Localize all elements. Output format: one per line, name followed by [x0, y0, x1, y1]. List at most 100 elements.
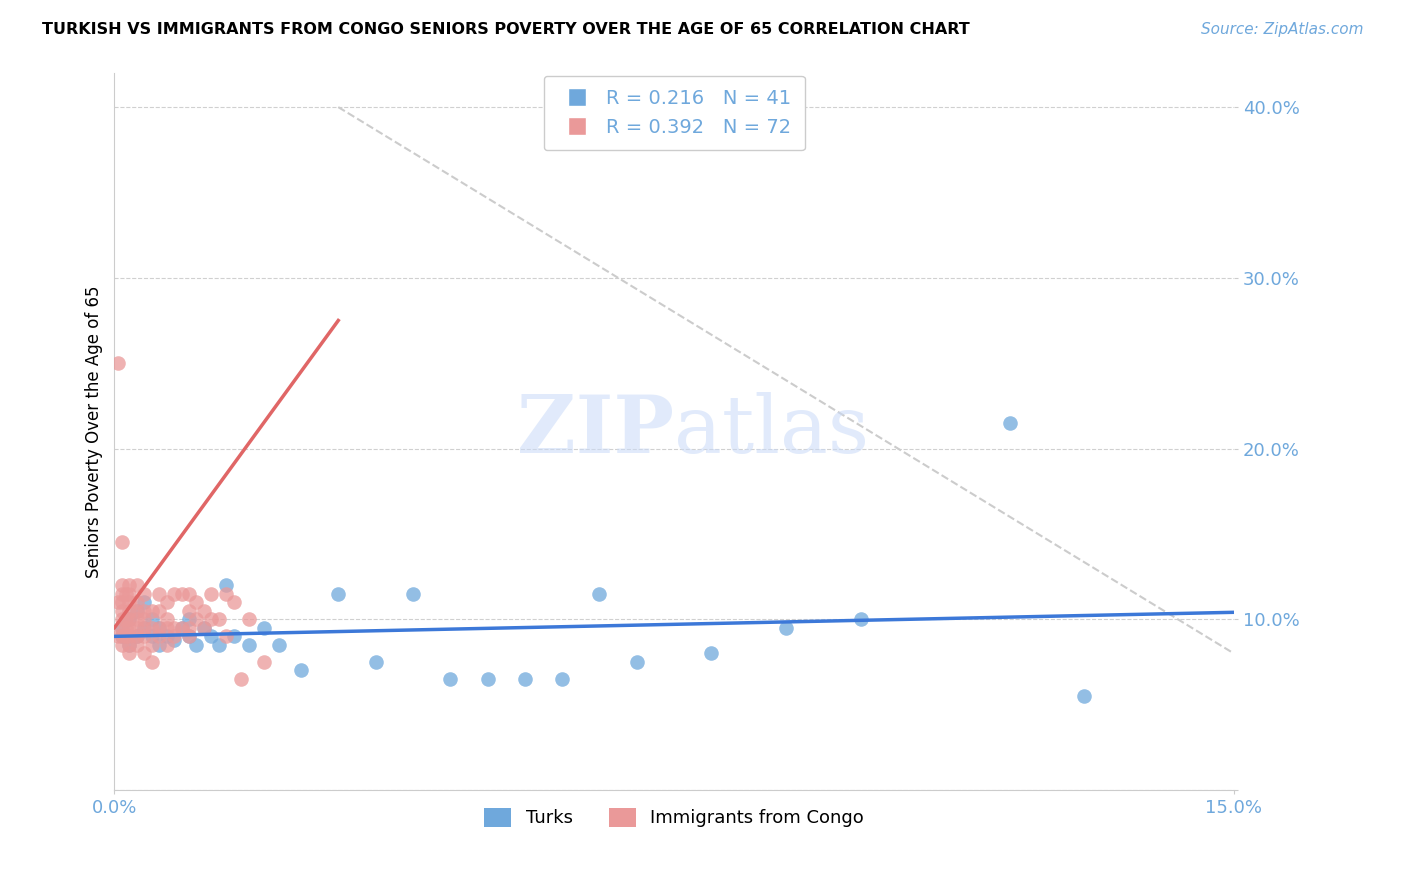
Point: [193, 604, 215, 618]
Point: [125, 629, 148, 643]
Point: [148, 638, 170, 652]
Point: [134, 595, 156, 609]
Point: [114, 629, 136, 643]
Point: [186, 595, 208, 609]
Point: [125, 629, 148, 643]
Text: atlas: atlas: [673, 392, 869, 470]
Point: [156, 629, 179, 643]
Point: [267, 638, 290, 652]
Point: [111, 535, 134, 549]
Point: [148, 621, 170, 635]
Point: [134, 629, 156, 643]
Text: Source: ZipAtlas.com: Source: ZipAtlas.com: [1201, 22, 1364, 37]
Point: [439, 672, 461, 686]
Point: [107, 356, 129, 370]
Point: [364, 655, 387, 669]
Y-axis label: Seniors Poverty Over the Age of 65: Seniors Poverty Over the Age of 65: [86, 285, 103, 578]
Point: [134, 586, 156, 600]
Point: [125, 638, 148, 652]
Point: [177, 612, 200, 626]
Point: [111, 612, 134, 626]
Point: [125, 604, 148, 618]
Point: [177, 629, 200, 643]
Point: [118, 595, 141, 609]
Point: [118, 646, 141, 660]
Point: [156, 621, 179, 635]
Point: [163, 632, 186, 647]
Point: [700, 646, 723, 660]
Point: [118, 612, 141, 626]
Point: [222, 629, 245, 643]
Point: [238, 638, 260, 652]
Point: [208, 638, 231, 652]
Point: [177, 586, 200, 600]
Point: [177, 604, 200, 618]
Point: [114, 612, 136, 626]
Point: [193, 621, 215, 635]
Point: [163, 586, 186, 600]
Point: [141, 629, 163, 643]
Point: [118, 638, 141, 652]
Point: [156, 595, 179, 609]
Point: [231, 672, 253, 686]
Point: [215, 578, 238, 592]
Point: [118, 638, 141, 652]
Point: [477, 672, 499, 686]
Point: [998, 416, 1021, 430]
Point: [186, 612, 208, 626]
Point: [107, 595, 129, 609]
Point: [114, 586, 136, 600]
Point: [134, 646, 156, 660]
Point: [118, 621, 141, 635]
Point: [111, 604, 134, 618]
Point: [114, 621, 136, 635]
Point: [111, 629, 134, 643]
Point: [170, 621, 193, 635]
Point: [200, 586, 222, 600]
Point: [118, 586, 141, 600]
Point: [328, 586, 350, 600]
Point: [148, 604, 170, 618]
Point: [141, 655, 163, 669]
Point: [193, 621, 215, 635]
Point: [118, 578, 141, 592]
Point: [222, 595, 245, 609]
Point: [208, 612, 231, 626]
Point: [163, 621, 186, 635]
Point: [141, 621, 163, 635]
Point: [107, 629, 129, 643]
Point: [215, 586, 238, 600]
Point: [125, 604, 148, 618]
Point: [200, 629, 222, 643]
Point: [125, 578, 148, 592]
Point: [125, 595, 148, 609]
Point: [253, 655, 276, 669]
Point: [200, 612, 222, 626]
Point: [148, 621, 170, 635]
Point: [111, 638, 134, 652]
Point: [141, 612, 163, 626]
Point: [253, 621, 276, 635]
Point: [148, 586, 170, 600]
Text: ZIP: ZIP: [517, 392, 673, 470]
Point: [141, 604, 163, 618]
Point: [134, 621, 156, 635]
Point: [163, 629, 186, 643]
Point: [775, 621, 797, 635]
Point: [551, 672, 574, 686]
Point: [156, 612, 179, 626]
Point: [118, 629, 141, 643]
Point: [111, 595, 134, 609]
Point: [141, 638, 163, 652]
Point: [148, 629, 170, 643]
Point: [513, 672, 536, 686]
Text: TURKISH VS IMMIGRANTS FROM CONGO SENIORS POVERTY OVER THE AGE OF 65 CORRELATION : TURKISH VS IMMIGRANTS FROM CONGO SENIORS…: [42, 22, 970, 37]
Point: [134, 612, 156, 626]
Point: [111, 621, 134, 635]
Point: [177, 629, 200, 643]
Point: [134, 621, 156, 635]
Point: [111, 629, 134, 643]
Point: [849, 612, 872, 626]
Point: [170, 586, 193, 600]
Point: [1073, 689, 1095, 703]
